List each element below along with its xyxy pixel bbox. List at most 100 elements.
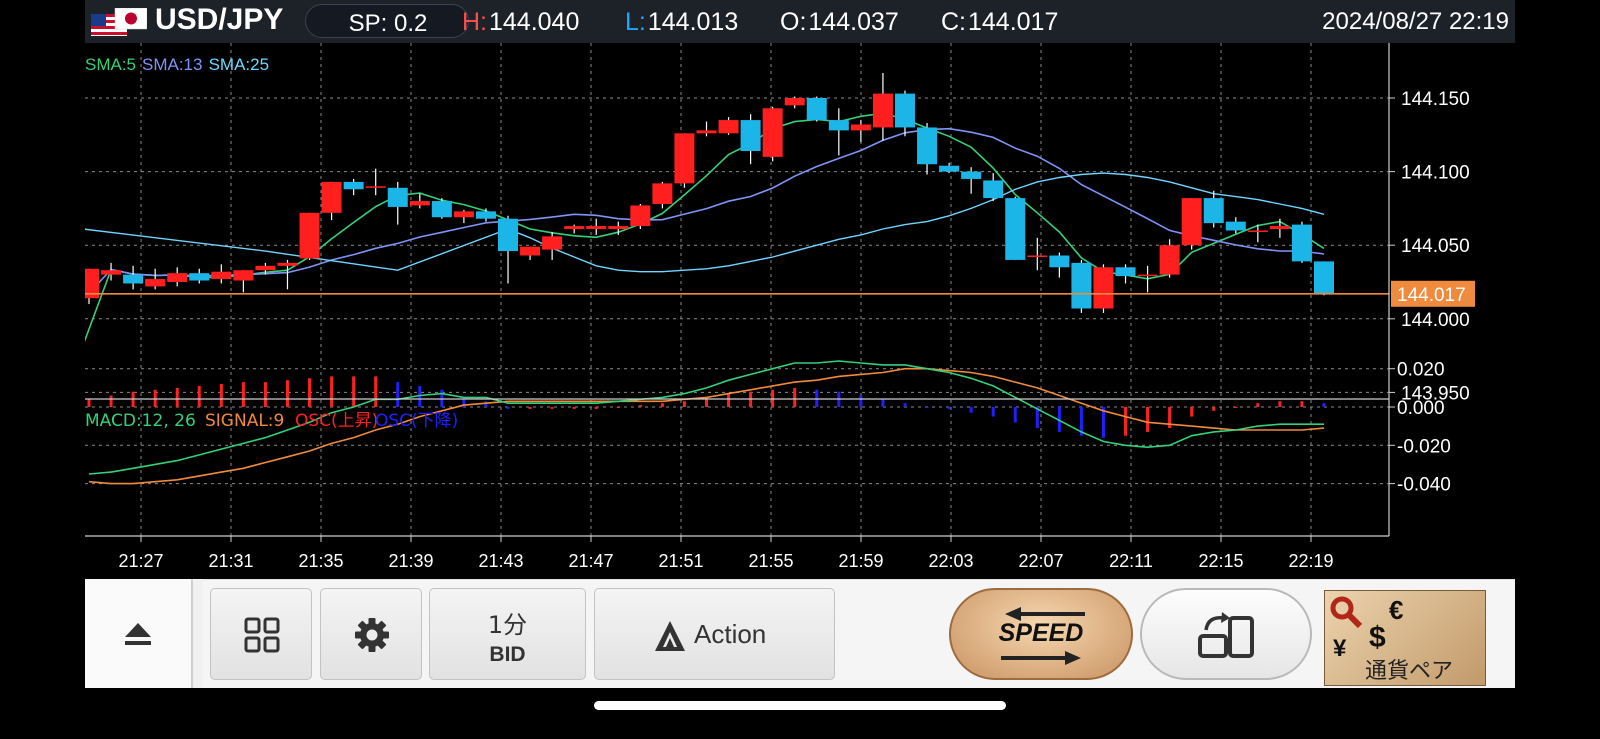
osc-bar [727,393,731,407]
collapse-panel-button[interactable] [85,579,193,688]
timeframe-label: 1分 [487,611,528,639]
time-tick-label: 21:47 [568,551,613,571]
osc-bar [881,399,885,407]
time-tick-label: 21:43 [478,551,523,571]
candle [255,262,276,275]
osc-bar [263,382,267,407]
action-button[interactable]: Action [594,588,835,680]
candle-body [806,98,827,121]
time-tick-label: 21:31 [208,551,253,571]
candle-body [850,124,871,131]
candle-body [1203,198,1224,224]
candle [696,121,717,137]
candle [123,265,144,290]
osc-bar [87,399,91,407]
currency-pair-title[interactable]: USD/JPY [155,3,284,36]
candle [917,123,938,175]
high-value: H:144.040 [462,8,580,36]
candle-body [983,180,1004,199]
candle-body [1005,198,1026,260]
candle [740,114,761,165]
candle-body [1137,274,1158,277]
osc-bar [1212,407,1216,411]
candle [1049,252,1070,278]
candle [894,90,915,137]
sma-legend-label: SMA:13 [142,55,202,74]
sma-legend-label: SMA:25 [209,55,269,74]
candle [211,264,232,284]
osc-bar [418,385,422,407]
candle-body [1093,267,1114,309]
macd-legend-label: SIGNAL:9 [205,411,284,431]
price-chart[interactable]: 144.017 144.150 144.100 144.050 144.000 143.… [85,43,1515,579]
candle-body [1269,226,1290,230]
time-tick-label: 21:39 [388,551,433,571]
speed-order-button[interactable]: SPEED [949,588,1133,680]
candle [498,215,519,284]
spread-value: SP: 0.2 [348,10,428,37]
settings-button[interactable] [320,588,422,680]
bottom-toolbar: 1分 BID Action SPEED [85,579,1515,688]
macd-tick-label: -0.020 [1397,436,1451,457]
osc-bar [859,395,863,407]
candle [564,224,585,234]
osc-bar [506,407,510,409]
candle-body [1115,267,1136,277]
action-icon [655,621,685,651]
time-tick-label: 21:59 [838,551,883,571]
moving-averages [85,112,1325,343]
osc-bar [440,389,444,407]
candle [850,120,871,143]
candle [343,178,364,196]
candle-body [277,262,298,266]
rotate-device-icon [1198,612,1254,658]
osc-bar [594,407,598,409]
candle [145,268,166,290]
candle [784,96,805,109]
macd-tick-label: 0.020 [1397,360,1445,381]
signal-line [88,367,1325,485]
chart-legends: SMA:5 SMA:13 SMA:25 MACD:12, 26 SIGNAL:9 OSC(… [85,55,458,431]
candle-body [564,226,585,230]
speed-label: SPEED [998,619,1084,647]
sma-13-line [85,127,1325,299]
candle-body [740,120,761,151]
spread-badge: SP: 0.2 [305,4,469,38]
candle-body [1027,255,1048,258]
candle-body [365,186,386,188]
candle-body [586,226,607,230]
rotate-screen-button[interactable] [1140,588,1312,680]
candle [1115,264,1136,284]
osc-bar [638,405,642,407]
candle [652,181,673,209]
osc-bar [109,395,113,407]
candle-body [387,187,408,207]
currency-pair-selector[interactable]: € ¥ $ 通貨ペア [1324,590,1486,686]
osc-bar [947,407,951,409]
candle [1291,221,1312,263]
candle-body [939,165,960,172]
current-price-badge [1391,280,1475,307]
osc-bar [1101,407,1105,438]
candle-body [696,130,717,134]
gear-icon [355,618,389,652]
osc-bar [682,401,686,407]
osc-bar [197,385,201,407]
home-indicator[interactable] [594,701,1006,710]
price-tick-label: 144.000 [1401,310,1470,331]
timestamp: 2024/08/27 22:19 [1322,8,1509,35]
candle [1247,224,1268,243]
candle [365,168,386,196]
timeframe-button[interactable]: 1分 BID [429,588,586,680]
osc-bar [1300,401,1304,407]
osc-bar [1190,407,1194,417]
osc-bar [1079,407,1083,436]
candle-body [189,273,210,281]
price-tick-label: 143.950 [1401,383,1470,404]
layout-grid-button[interactable] [210,588,312,680]
candle [189,268,210,284]
candle [1093,264,1114,313]
osc-bar [1146,407,1150,432]
candle-body [1314,261,1334,294]
osc-bar [1168,407,1172,429]
